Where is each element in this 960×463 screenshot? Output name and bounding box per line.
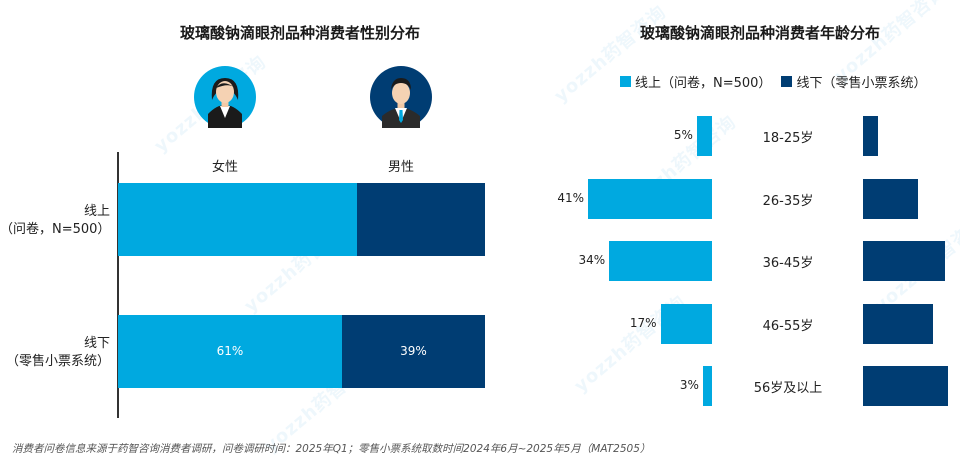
male-avatar-icon [370, 66, 432, 128]
age-category-label: 46-55岁 [762, 319, 814, 334]
female-avatar-icon [194, 66, 256, 128]
online-age-bar [609, 241, 712, 281]
male-bar-value-label: 39% [400, 343, 427, 358]
offline-row-label: 线下 （零售小票系统） [0, 335, 110, 371]
online-row-label-line1: 线上 [83, 204, 110, 219]
online-row-label: 线上 （问卷，N=500） [0, 203, 110, 239]
gender-chart-axis [117, 152, 119, 418]
legend-item-offline: 线下（零售小票系统） [781, 72, 926, 91]
offline-age-bar [863, 304, 933, 344]
age-category-label: 18-25岁 [762, 131, 814, 146]
offline-row-label-line2: （零售小票系统） [5, 354, 110, 369]
legend-label-offline: 线下（零售小票系统） [796, 76, 927, 91]
age-category-label: 36-45岁 [762, 256, 814, 271]
male-bar [356, 183, 485, 256]
online-age-bar [588, 179, 712, 219]
online-age-value-label: 17% [629, 316, 657, 330]
female-bar [118, 315, 342, 388]
female-bar [118, 183, 357, 256]
age-chart-legend: 线上（问卷，N=500） 线下（零售小票系统） [620, 72, 936, 91]
offline-age-bar [863, 179, 918, 219]
legend-swatch-online [620, 76, 631, 87]
online-age-value-label: 3% [679, 378, 699, 392]
watermark: yozzh药智咨询 [550, 1, 671, 107]
online-age-value-label: 5% [673, 128, 693, 142]
age-chart-title: 玻璃酸钠滴眼剂品种消费者年龄分布 [639, 24, 880, 42]
online-age-bar [696, 116, 712, 156]
female-legend-label: 女性 [211, 160, 238, 175]
gender-chart-title: 玻璃酸钠滴眼剂品种消费者性别分布 [179, 24, 420, 42]
legend-swatch-offline [781, 76, 793, 87]
offline-age-bar [863, 241, 945, 281]
age-category-label: 26-35岁 [762, 194, 814, 209]
offline-age-bar [863, 366, 948, 406]
offline-age-bar [863, 116, 879, 156]
online-age-value-label: 34% [578, 253, 606, 267]
female-bar-value-label: 61% [216, 343, 244, 358]
online-age-value-label: 41% [557, 191, 584, 205]
legend-label-online: 线上（问卷，N=500） [635, 76, 772, 91]
age-category-label: 56岁及以上 [753, 381, 823, 396]
male-bar [341, 315, 485, 388]
online-age-bar [702, 366, 712, 406]
offline-row-label-line1: 线下 [83, 336, 110, 351]
online-row-label-line2: （问卷，N=500） [0, 222, 111, 237]
footnote: 消费者问卷信息来源于药智咨询消费者调研，问卷调研时间：2025年Q1；零售小票系… [12, 443, 651, 455]
legend-item-online: 线上（问卷，N=500） [620, 72, 771, 91]
male-legend-label: 男性 [387, 160, 414, 175]
online-age-bar [660, 304, 712, 344]
